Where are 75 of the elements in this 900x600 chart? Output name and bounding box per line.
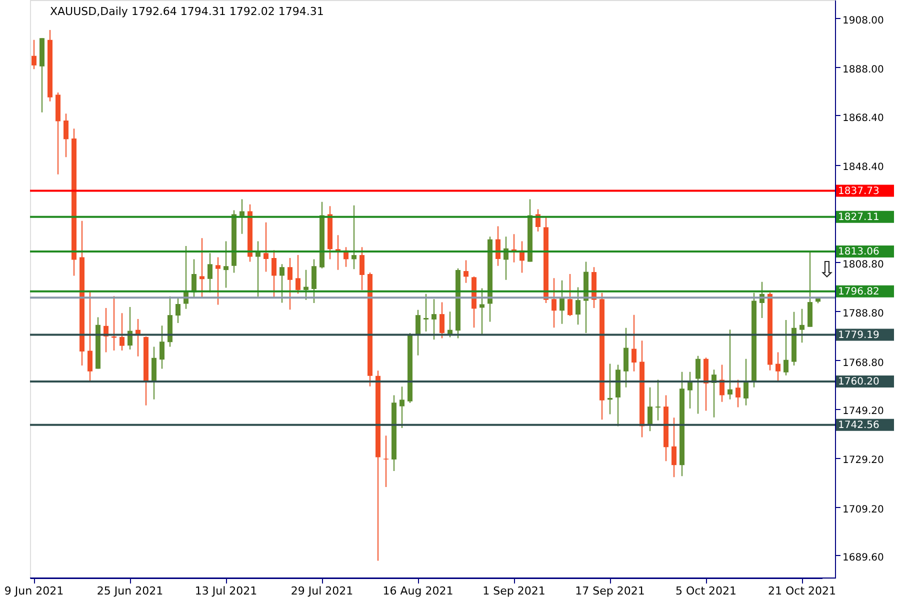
x-tick-label: 5 Oct 2021 xyxy=(675,584,737,598)
candlestick xyxy=(296,254,300,294)
candlestick xyxy=(256,240,260,298)
candlestick xyxy=(240,198,244,234)
candlestick xyxy=(632,314,636,372)
candlestick xyxy=(624,327,628,388)
ref-line-label: 1742.56 xyxy=(838,420,880,431)
candlestick xyxy=(264,222,268,272)
candlestick xyxy=(304,269,308,300)
ref-line-label: 1827.11 xyxy=(838,212,880,223)
candlestick xyxy=(272,250,276,298)
candlestick xyxy=(440,302,444,339)
candlestick xyxy=(360,246,364,290)
y-tick-label: 1868.40 xyxy=(842,112,884,124)
candlestick xyxy=(736,379,740,408)
candlestick xyxy=(64,113,68,158)
candlestick xyxy=(656,379,660,421)
x-tick-label: 21 Oct 2021 xyxy=(768,584,836,598)
annotation: ⇩ xyxy=(818,258,836,283)
candlestick xyxy=(568,273,572,317)
candlestick xyxy=(280,264,284,304)
candlestick xyxy=(576,286,580,326)
x-tick-label: 13 Jul 2021 xyxy=(194,584,258,598)
y-tick-label: 1768.80 xyxy=(842,358,884,369)
candlestick xyxy=(352,204,356,270)
x-tick-label: 25 Jun 2021 xyxy=(96,584,164,598)
ref-line-label: 1813.06 xyxy=(838,246,880,258)
x-tick-label: 29 Jul 2021 xyxy=(290,584,354,598)
y-tick-label: 1788.80 xyxy=(842,308,884,320)
y-tick-label: 1689.60 xyxy=(842,552,884,564)
y-tick-label: 1908.00 xyxy=(842,15,884,26)
candlestick xyxy=(200,238,204,299)
candlestick xyxy=(160,325,164,370)
y-tick-label: 1729.20 xyxy=(842,455,884,466)
candlestick xyxy=(312,258,316,304)
x-tick-label: 16 Aug 2021 xyxy=(382,584,454,598)
candlestick xyxy=(688,371,692,410)
candlestick xyxy=(728,329,732,400)
y-tick-label: 1848.40 xyxy=(842,162,884,174)
y-tick-label: 1888.00 xyxy=(842,64,884,76)
y-tick-label: 1709.20 xyxy=(842,504,884,516)
ref-line-label: 1837.73 xyxy=(838,186,880,197)
ref-line-label: 1779.19 xyxy=(838,330,880,341)
candlestick xyxy=(672,417,676,478)
candlestick xyxy=(208,252,212,293)
y-tick-label: 1749.20 xyxy=(842,406,884,418)
candlestick xyxy=(216,256,220,306)
candlestick xyxy=(800,308,804,344)
text: XAUUSD,Daily 1792.64 1794.31 1792.02 1794.31 xyxy=(50,5,324,18)
ref-line-label: 1760.20 xyxy=(838,376,880,388)
candlestick xyxy=(224,240,228,288)
candlestick xyxy=(784,319,788,376)
candlestick xyxy=(120,312,124,351)
candlestick xyxy=(464,260,468,284)
candlestick xyxy=(552,278,556,328)
candlestick xyxy=(400,386,404,428)
candlestick xyxy=(88,290,92,381)
candlestick xyxy=(648,386,652,432)
x-tick-label: 9 Jun 2021 xyxy=(4,584,64,598)
candlestick xyxy=(176,296,180,324)
candlestick xyxy=(480,288,484,335)
y-tick-label: 1808.80 xyxy=(842,259,884,270)
candlestick xyxy=(416,309,420,356)
candlestick xyxy=(384,435,388,488)
x-tick-label: 1 Sep 2021 xyxy=(482,584,546,598)
ref-line-label: 1796.82 xyxy=(838,286,880,298)
candlestick xyxy=(432,298,436,340)
x-tick-label: 17 Sep 2021 xyxy=(575,584,645,598)
candlestick xyxy=(776,352,780,382)
candlestick xyxy=(696,355,700,414)
candlestick xyxy=(744,358,748,406)
candlestick xyxy=(152,346,156,400)
candlestick xyxy=(32,39,36,70)
candlestick xyxy=(288,258,292,310)
candlestick xyxy=(424,293,428,332)
